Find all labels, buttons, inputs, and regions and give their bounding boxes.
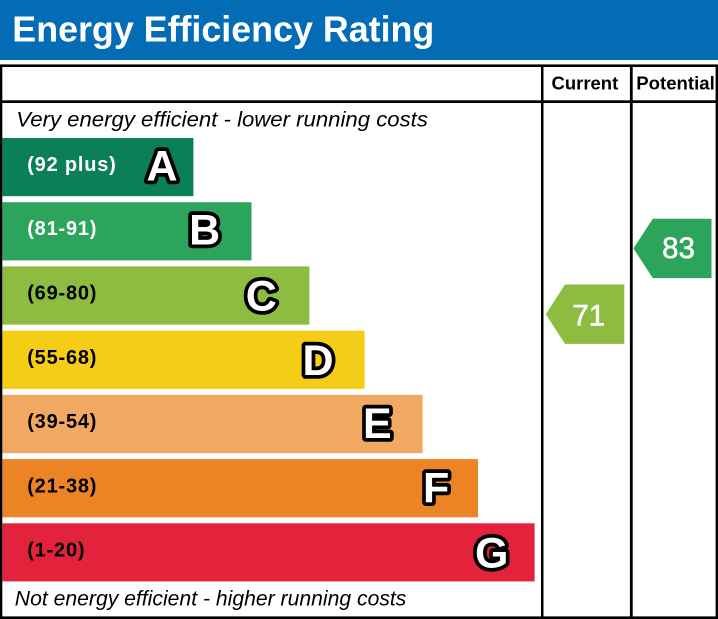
svg-text:(1-20): (1-20) [27,539,85,561]
svg-text:(39-54): (39-54) [27,411,97,433]
svg-text:(21-38): (21-38) [27,475,97,497]
svg-text:B: B [189,207,220,255]
svg-text:Not energy efficient - higher: Not energy efficient - higher running co… [15,587,407,611]
svg-text:Potential: Potential [636,73,715,94]
svg-text:D: D [302,337,333,385]
svg-text:C: C [246,273,277,321]
svg-text:Current: Current [552,73,619,94]
svg-text:Very energy efficient - lower: Very energy efficient - lower running co… [16,107,428,131]
svg-text:(92 plus): (92 plus) [27,154,116,176]
svg-text:Energy Efficiency Rating: Energy Efficiency Rating [12,9,434,50]
svg-text:G: G [475,529,508,577]
svg-text:A: A [146,143,177,191]
svg-text:(69-80): (69-80) [27,283,97,305]
svg-text:(81-91): (81-91) [27,218,97,240]
svg-text:71: 71 [572,299,605,332]
svg-text:(55-68): (55-68) [27,347,97,369]
svg-text:E: E [363,400,392,448]
svg-text:F: F [423,465,449,513]
svg-text:83: 83 [662,232,695,265]
